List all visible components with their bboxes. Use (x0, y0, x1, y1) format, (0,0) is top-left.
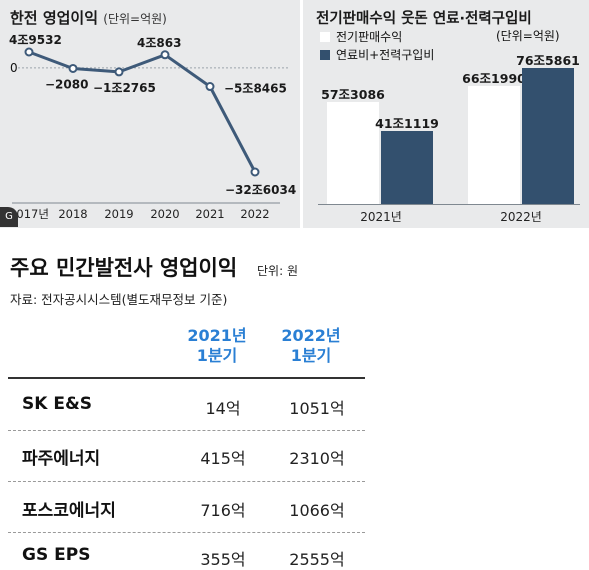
x-tick-label: 2018 (58, 207, 87, 221)
publisher-logo-icon: G (0, 207, 18, 227)
row-divider (8, 532, 365, 533)
table-row: 파주에너지 415억 2310억 (8, 431, 365, 481)
data-label: −5조8465 (224, 82, 287, 96)
line-chart-title: 한전 영업이익 (단위=억원) (10, 7, 167, 28)
data-point (160, 50, 170, 60)
column-header-2021: 2021년 1분기 (177, 326, 257, 366)
row-value-2021: 716억 (200, 501, 246, 520)
row-value-2022: 1066억 (289, 501, 345, 520)
column-header-2022-quarter: 1분기 (290, 346, 332, 365)
bar-value-label: 76조5861 (516, 53, 580, 68)
data-point (205, 82, 215, 92)
x-tick-label: 2022 (240, 207, 269, 221)
bar-value-label: 41조1119 (375, 115, 439, 131)
legend-label-sales: 전기판매수익 (336, 30, 403, 44)
row-value-2022: 2555억 (289, 550, 345, 569)
zero-tick-label: 0 (10, 61, 18, 75)
data-point (250, 167, 260, 177)
row-name: 파주에너지 (22, 449, 101, 469)
legend-swatch-sales (320, 31, 330, 42)
row-divider (8, 430, 365, 431)
line-chart-title-text: 한전 영업이익 (10, 9, 99, 27)
row-value-2021: 355억 (200, 550, 246, 569)
legend-label-cost: 연료비+전력구입비 (336, 48, 435, 62)
data-point (114, 67, 124, 77)
table-header-rule (8, 377, 365, 379)
bar-value-label: 57조3086 (321, 87, 385, 103)
bar (468, 86, 520, 204)
line-chart-unit: (단위=억원) (103, 12, 167, 26)
x-tick-label: 2019 (104, 207, 133, 221)
data-point (24, 47, 34, 57)
category-label: 2022년 (500, 210, 542, 224)
legend-item-cost: 연료비+전력구입비 (320, 46, 434, 63)
row-value-2021: 415억 (200, 449, 246, 468)
data-label: −1조2765 (93, 81, 156, 95)
data-label: −2080 (45, 77, 88, 91)
row-name: GS EPS (22, 545, 91, 565)
column-header-2022-year: 2022년 (281, 326, 341, 345)
table-title: 주요 민간발전사 영업이익 (10, 256, 238, 280)
bar-baseline (318, 204, 580, 205)
bar (381, 130, 433, 204)
column-header-2022: 2022년 1분기 (271, 326, 351, 366)
table-row: SK E&S 14억 1051억 (8, 380, 365, 430)
data-label: −32조6034 (225, 183, 296, 197)
column-header-2021-quarter: 1분기 (196, 346, 238, 365)
row-value-2021: 14억 (205, 399, 241, 418)
table-row: GS EPS 355억 2555억 (8, 533, 365, 569)
bar (522, 68, 574, 204)
panel-divider (300, 0, 303, 228)
legend-swatch-cost (320, 49, 330, 60)
table-row: 포스코에너지 716억 1066억 (8, 482, 365, 532)
x-tick-label: 2021 (195, 207, 224, 221)
data-point (68, 63, 78, 73)
bar-chart-title: 전기판매수익 웃돈 연료·전력구입비 (316, 11, 532, 27)
row-divider (8, 481, 365, 482)
legend-item-sales: 전기판매수익 (320, 28, 402, 45)
row-name: 포스코에너지 (22, 501, 116, 521)
x-tick-label: 2020 (150, 207, 179, 221)
data-label: 4조9532 (9, 33, 62, 47)
x-tick-label: 2017년 (9, 207, 49, 221)
category-label: 2021년 (360, 210, 402, 224)
profit-line (28, 50, 257, 173)
data-label: 4조863 (137, 36, 181, 50)
table-source: 자료: 전자공시시스템(별도재무정보 기준) (10, 292, 228, 307)
row-value-2022: 2310억 (289, 449, 345, 468)
row-name: SK E&S (22, 394, 93, 414)
table-unit: 단위: 원 (257, 264, 298, 278)
bar-value-label: 66조1990 (462, 71, 526, 87)
section-divider (0, 228, 589, 232)
bar-chart-unit: (단위=억원) (496, 29, 560, 43)
row-value-2022: 1051억 (289, 399, 345, 418)
column-header-2021-year: 2021년 (187, 326, 247, 345)
bar (327, 102, 379, 204)
